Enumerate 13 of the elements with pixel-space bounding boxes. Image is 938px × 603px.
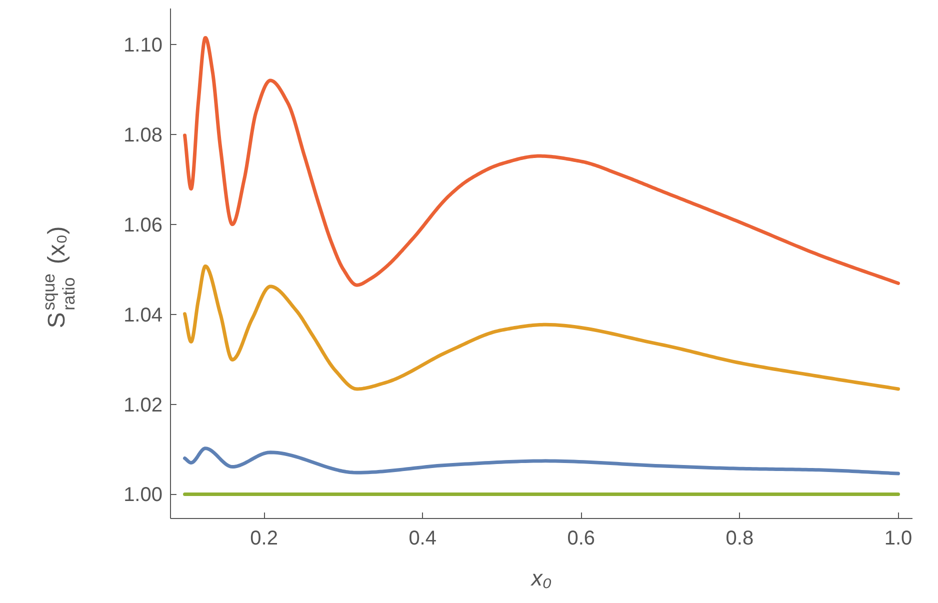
x-tick-label: 1.0	[884, 528, 912, 550]
x-tick-label: 0.6	[567, 528, 596, 550]
x-axis-title: x₀	[530, 566, 552, 590]
y-tick-label: 1.10	[124, 34, 163, 56]
y-tick-label: 1.02	[124, 394, 163, 416]
x-tick-label: 0.2	[250, 528, 278, 550]
x-tick-label: 0.4	[408, 528, 436, 550]
y-tick-label: 1.08	[124, 124, 163, 146]
y-axis-title: Ssqueratio(x₀)	[40, 226, 78, 328]
x-tick-label: 0.8	[726, 528, 754, 550]
y-tick-label: 1.06	[124, 214, 163, 236]
y-tick-label: 1.00	[124, 484, 163, 506]
y-tick-label: 1.04	[124, 304, 163, 326]
